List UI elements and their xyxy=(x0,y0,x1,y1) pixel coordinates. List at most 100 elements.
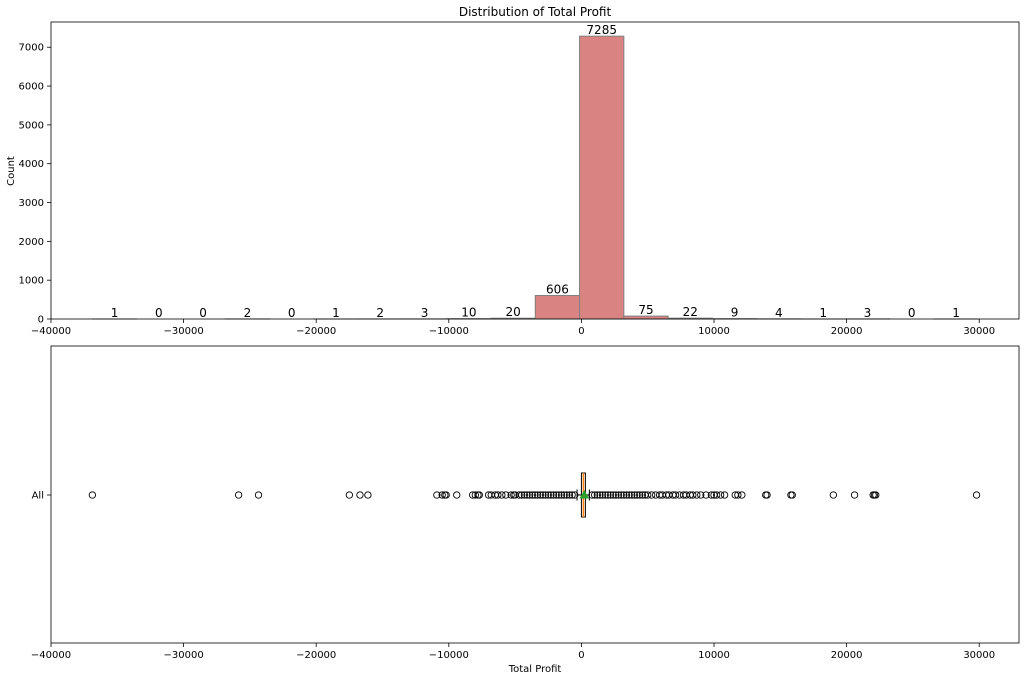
boxplot-y-ticks: All xyxy=(32,491,51,502)
histogram-x-tick-label: −40000 xyxy=(31,326,71,337)
histogram-plot-frame xyxy=(50,21,1020,320)
histogram-y-tick-label: 7000 xyxy=(19,43,44,54)
boxplot-outlier-point xyxy=(636,491,644,499)
boxplot-outlier-point xyxy=(596,491,604,499)
boxplot-x-tick-label: 30000 xyxy=(963,650,995,661)
histogram-bar-label: 20 xyxy=(505,305,520,319)
boxplot-outlier-point xyxy=(544,491,552,499)
boxplot-outlier-point xyxy=(606,491,615,499)
histogram-x-tick-label: −30000 xyxy=(164,326,204,337)
histogram-bar-label: 75 xyxy=(638,303,653,317)
histogram-bar-label: 4 xyxy=(775,306,783,320)
boxplot-outlier-point xyxy=(625,491,633,499)
boxplot-plot-frame xyxy=(50,345,1020,644)
histogram-bar-label: 2 xyxy=(376,306,384,320)
boxplot-outlier-point xyxy=(88,491,97,499)
boxplot-outlier-point xyxy=(697,491,705,499)
boxplot-outlier-point xyxy=(601,491,609,499)
boxplot-outlier-point xyxy=(763,491,771,499)
boxplot-outlier-point xyxy=(609,491,617,499)
boxplot-outlier-point xyxy=(648,491,656,499)
histogram-title: Distribution of Total Profit xyxy=(459,5,612,19)
boxplot-outlier-point xyxy=(560,491,568,499)
boxplot-outlier-point xyxy=(734,491,742,499)
boxplot-outlier-point xyxy=(502,491,510,499)
boxplot-outlier-point xyxy=(539,491,547,499)
boxplot-outlier-point xyxy=(693,491,701,499)
boxplot-outlier-point xyxy=(644,491,652,499)
histogram-y-tick-label: 3000 xyxy=(19,198,44,209)
boxplot-outlier-point xyxy=(534,491,542,499)
histogram-y-tick-label: 1000 xyxy=(19,276,44,287)
boxplot-outlier-point xyxy=(620,491,628,499)
boxplot-outlier-point xyxy=(475,491,483,499)
boxplot-x-tick-label: 0 xyxy=(578,650,584,661)
boxplot-outlier-point xyxy=(617,491,625,499)
boxplot-outlier-point xyxy=(720,491,729,499)
boxplot-x-tick-label: −30000 xyxy=(164,650,204,661)
boxplot-outlier-point xyxy=(356,491,364,499)
boxplot-outlier-point xyxy=(234,491,243,499)
boxplot-outlier-point xyxy=(526,491,534,499)
histogram-bar-label: 9 xyxy=(731,306,739,320)
histogram-x-tick-label: −10000 xyxy=(429,326,469,337)
boxplot-outlier-point xyxy=(364,491,372,499)
histogram-y-ticks: 0 1000 2000 3000 4000 5000 6000 7000 xyxy=(19,43,51,326)
boxplot-outlier-point xyxy=(552,491,560,499)
histogram-x-tick-label: 10000 xyxy=(698,326,730,337)
boxplot-outlier-point xyxy=(547,491,555,499)
histogram-x-tick-label: 30000 xyxy=(963,326,995,337)
boxplot-outlier-point xyxy=(628,491,636,499)
boxplot-outlier-point xyxy=(531,491,539,499)
histogram-y-tick-label: 4000 xyxy=(19,159,44,170)
boxplot-outlier-point xyxy=(453,491,461,499)
histogram-x-tick-label: −20000 xyxy=(296,326,336,337)
boxplot-y-tick-label: All xyxy=(32,491,44,502)
boxplot-outlier-point xyxy=(593,491,601,499)
boxplot-x-ticks: −40000 −30000 −20000 −10000 0 10000 20000 30000 xyxy=(31,643,995,661)
boxplot-outlier-point xyxy=(614,491,623,499)
boxplot-outliers xyxy=(88,491,981,499)
histogram-bar-label: 1 xyxy=(332,306,340,320)
boxplot-outlier-point xyxy=(707,491,716,499)
boxplot-outlier-point xyxy=(622,491,631,499)
histogram-bar-label: 10 xyxy=(461,306,476,320)
boxplot-x-tick-label: −20000 xyxy=(296,650,336,661)
boxplot-outlier-point xyxy=(563,491,571,499)
boxplot-outlier-point xyxy=(829,491,838,499)
boxplot-outlier-point xyxy=(494,491,502,499)
boxplot-outlier-point xyxy=(598,491,607,499)
boxplot-outlier-point xyxy=(442,491,450,499)
histogram-bar-label: 1 xyxy=(819,306,827,320)
boxplot-outlier-point xyxy=(713,491,721,499)
histogram-bar-label: 0 xyxy=(155,306,163,320)
histogram-bar-label: 2 xyxy=(244,306,252,320)
histogram-y-tick-label: 0 xyxy=(38,315,44,326)
boxplot-outlier-point xyxy=(536,491,544,499)
boxplot-outlier-point xyxy=(565,491,574,499)
boxplot-outlier-point xyxy=(591,491,599,499)
histogram-y-tick-label: 5000 xyxy=(19,120,44,131)
boxplot-outlier-point xyxy=(689,491,697,499)
histogram-bar-label: 1 xyxy=(111,306,119,320)
boxplot-outlier-point xyxy=(549,491,558,499)
histogram-bar-label: 7285 xyxy=(586,23,617,37)
histogram-bar-label: 3 xyxy=(421,306,429,320)
boxplot-outlier-point xyxy=(872,491,880,499)
histogram-bar-label: 0 xyxy=(908,306,916,320)
boxplot-outlier-point xyxy=(555,491,563,499)
boxplot-outlier-point xyxy=(528,491,536,499)
histogram-bar-label: 3 xyxy=(864,306,872,320)
histogram-x-tick-label: 20000 xyxy=(831,326,863,337)
histogram-x-tick-label: 0 xyxy=(578,326,584,337)
boxplot-outlier-point xyxy=(523,491,531,499)
boxplot-outlier-point xyxy=(345,491,354,499)
boxplot-outlier-point xyxy=(541,491,550,499)
boxplot-outlier-point xyxy=(850,491,859,499)
boxplot-outlier-point xyxy=(788,491,796,499)
boxplot-x-tick-label: −40000 xyxy=(31,650,71,661)
boxplot-outlier-point xyxy=(716,491,725,499)
boxplot-outlier-point xyxy=(507,491,515,499)
